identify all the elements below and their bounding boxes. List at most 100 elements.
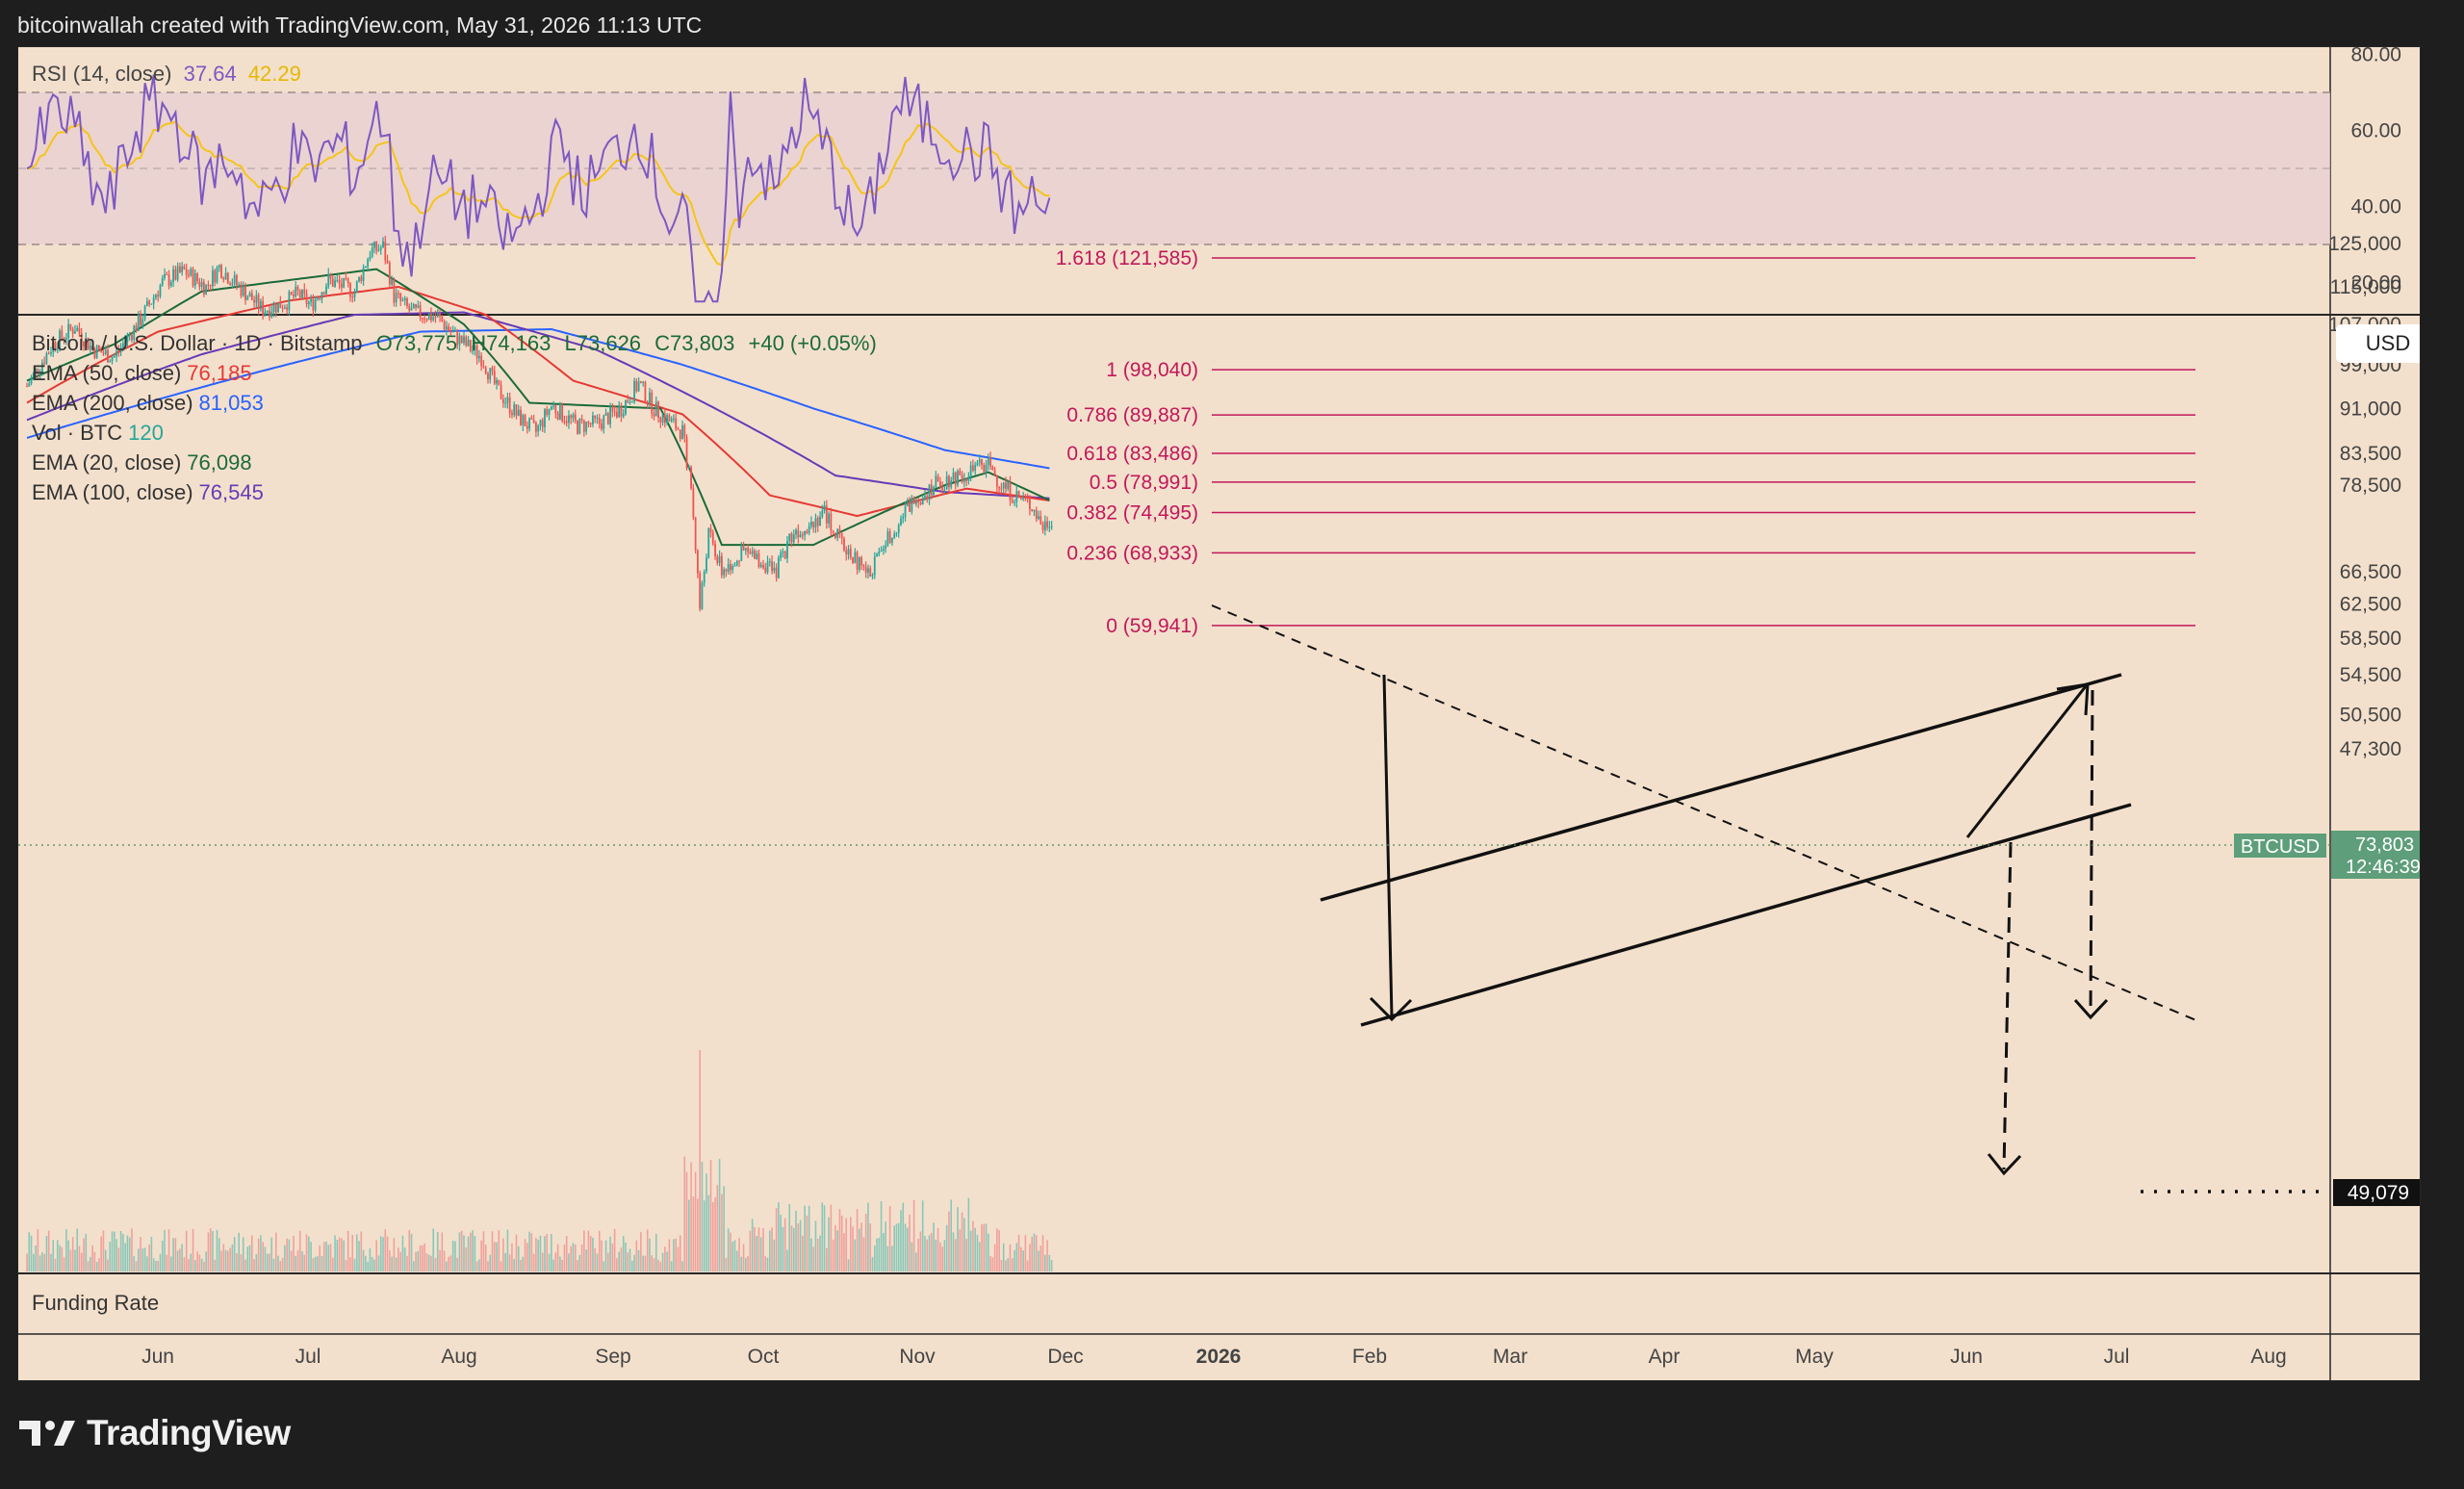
main-legend: Bitcoin / U.S. Dollar · 1D · Bitstamp O7… bbox=[32, 328, 877, 507]
volume-bar bbox=[747, 1255, 749, 1271]
candle-body bbox=[630, 401, 633, 403]
candle-body bbox=[933, 487, 935, 496]
candle-body bbox=[343, 277, 346, 288]
time-tick-label: Jun bbox=[141, 1346, 174, 1368]
volume-bar bbox=[819, 1235, 821, 1271]
volume-bar bbox=[375, 1240, 377, 1271]
volume-bar bbox=[74, 1249, 76, 1271]
volume-bar bbox=[146, 1256, 148, 1271]
symbol-row[interactable]: Bitcoin / U.S. Dollar · 1D · Bitstamp O7… bbox=[32, 328, 877, 358]
candle-body bbox=[596, 418, 599, 420]
candle-body bbox=[226, 272, 229, 284]
price-tick-label: 91,000 bbox=[2340, 398, 2401, 420]
volume-bar bbox=[683, 1156, 686, 1271]
candle-body bbox=[202, 282, 205, 295]
candle-body bbox=[742, 545, 745, 551]
candle-body bbox=[646, 401, 649, 403]
indicator-ema50[interactable]: EMA (50, close) 76,185 bbox=[32, 358, 877, 388]
chart-frame[interactable]: 80.00 60.00 40.00 20.00 1.618 (121,585) 1 (9… bbox=[17, 46, 2421, 1381]
candle-body bbox=[1014, 501, 1015, 503]
indicator-ema200[interactable]: EMA (200, close) 81,053 bbox=[32, 388, 877, 418]
candle-body bbox=[987, 456, 989, 466]
candle-body bbox=[262, 300, 265, 317]
volume-bar bbox=[327, 1245, 330, 1271]
candle-body bbox=[336, 279, 339, 281]
candle-body bbox=[83, 342, 85, 347]
candle-body bbox=[388, 262, 391, 285]
volume-bar bbox=[1033, 1233, 1036, 1271]
volume-bar bbox=[838, 1209, 841, 1271]
drop-target-2 bbox=[2089, 689, 2094, 1014]
candle-body bbox=[935, 475, 937, 488]
volume-bar bbox=[539, 1235, 542, 1271]
candle-body bbox=[174, 269, 177, 280]
candle-body bbox=[810, 522, 812, 526]
candle-body bbox=[572, 414, 575, 419]
volume-bar bbox=[107, 1259, 109, 1271]
volume-bar bbox=[961, 1212, 963, 1271]
indicator-ema20[interactable]: EMA (20, close) 76,098 bbox=[32, 448, 877, 477]
volume-bar bbox=[783, 1218, 786, 1271]
tradingview-logo[interactable]: TradingView bbox=[19, 1413, 291, 1453]
ema50-line bbox=[26, 285, 1050, 518]
volume-bar bbox=[804, 1205, 806, 1271]
volume-bar bbox=[592, 1237, 594, 1271]
candle-body bbox=[511, 413, 513, 416]
candle-body bbox=[463, 336, 465, 344]
candle-body bbox=[938, 481, 941, 487]
volume-bar bbox=[100, 1236, 102, 1271]
volume-bar bbox=[126, 1235, 129, 1271]
candle-body bbox=[176, 266, 179, 280]
volume-bar bbox=[988, 1233, 989, 1271]
candle-body bbox=[902, 516, 905, 519]
indicator-ema100[interactable]: EMA (100, close) 76,545 bbox=[32, 477, 877, 507]
volume-bar bbox=[580, 1244, 583, 1271]
volume-bar bbox=[732, 1242, 734, 1271]
indicator-label: Vol · BTC bbox=[32, 421, 123, 445]
volume-bar bbox=[535, 1238, 537, 1271]
candle-body bbox=[651, 392, 654, 414]
volume-bar bbox=[828, 1217, 830, 1271]
candle-body bbox=[91, 346, 93, 349]
candle-body bbox=[445, 326, 448, 330]
indicator-volume[interactable]: Vol · BTC 120 bbox=[32, 418, 877, 448]
volume-bar bbox=[568, 1253, 570, 1271]
fib-label: 0 (59,941) bbox=[1106, 615, 1198, 637]
tradingview-logo-icon bbox=[19, 1421, 75, 1446]
currency-button[interactable]: USD bbox=[2336, 324, 2420, 363]
candle-body bbox=[537, 425, 540, 432]
up-arrow bbox=[1965, 685, 2088, 838]
volume-bar bbox=[1002, 1243, 1005, 1271]
indicator-label: EMA (100, close) bbox=[32, 480, 193, 504]
candle-body bbox=[458, 335, 461, 346]
volume-bar bbox=[47, 1230, 50, 1271]
volume-bar bbox=[425, 1253, 428, 1271]
candle-body bbox=[179, 266, 181, 273]
volume-bar bbox=[140, 1237, 141, 1271]
candle-body bbox=[498, 379, 500, 386]
volume-bar bbox=[227, 1250, 229, 1271]
volume-bar bbox=[358, 1241, 360, 1271]
volume-bar bbox=[836, 1230, 838, 1271]
volume-bar bbox=[703, 1200, 706, 1271]
candle-body bbox=[340, 283, 343, 288]
candle-body bbox=[515, 404, 518, 416]
volume-bar bbox=[886, 1245, 889, 1271]
candle-body bbox=[962, 478, 965, 482]
volume-bar bbox=[128, 1237, 131, 1271]
volume-bar bbox=[255, 1253, 258, 1271]
candle-body bbox=[229, 283, 232, 286]
candle-body bbox=[653, 413, 655, 417]
candle-body bbox=[904, 506, 907, 517]
candle-body bbox=[757, 553, 760, 567]
candle-body bbox=[331, 278, 334, 287]
volume-bar bbox=[109, 1241, 112, 1271]
volume-bar bbox=[933, 1222, 935, 1271]
volume-bar bbox=[972, 1220, 974, 1271]
chart-canvas[interactable]: 80.00 60.00 40.00 20.00 1.618 (121,585) 1 (9… bbox=[18, 47, 2421, 1381]
volume-bar bbox=[854, 1239, 857, 1271]
volume-bar bbox=[61, 1246, 64, 1271]
volume-bar bbox=[871, 1257, 874, 1271]
candle-body bbox=[1029, 499, 1031, 509]
rsi-line bbox=[26, 74, 1051, 303]
